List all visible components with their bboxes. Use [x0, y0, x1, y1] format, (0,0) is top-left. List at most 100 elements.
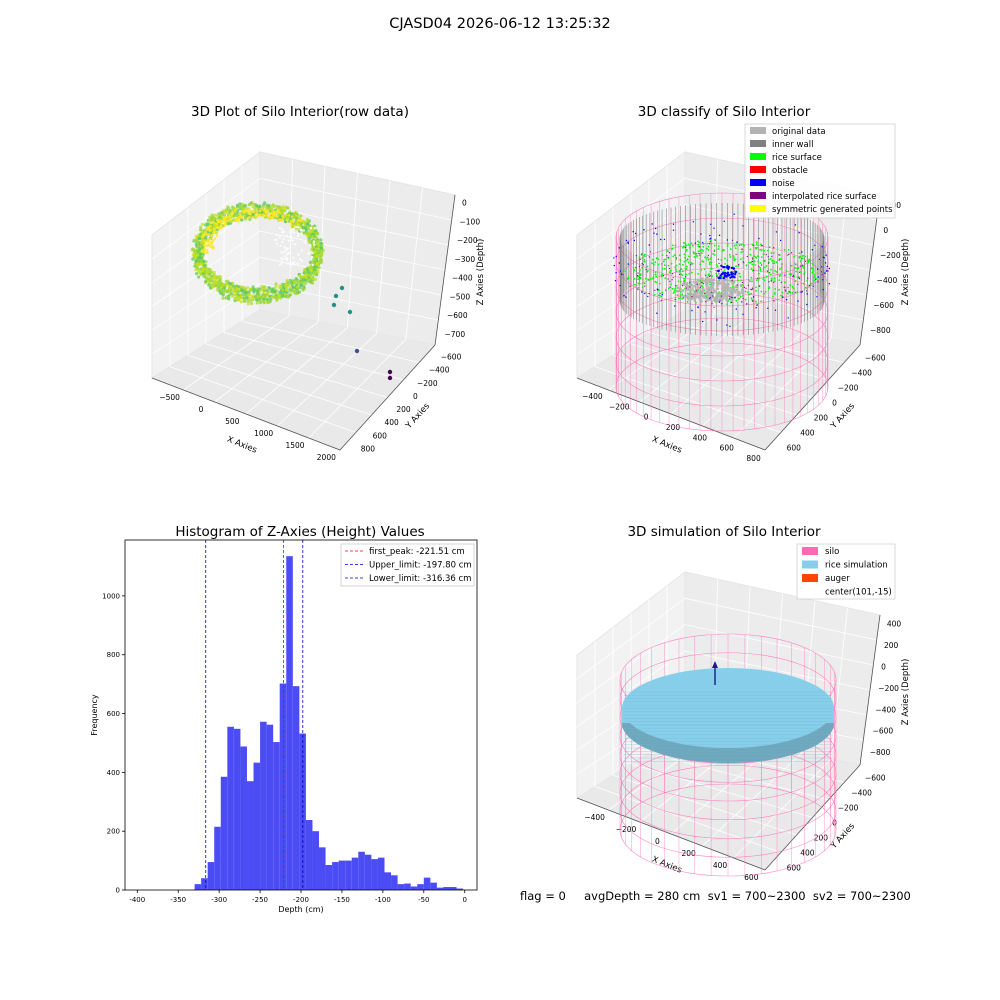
- rice-surface-point: [682, 245, 685, 248]
- rice-surface-point: [682, 263, 684, 266]
- histogram-bar: [358, 851, 365, 890]
- original-data-point: [723, 290, 727, 294]
- raw-data-point: [203, 269, 207, 273]
- raw-data-point: [255, 298, 259, 302]
- interpolated-point: [711, 303, 713, 305]
- rice-surface-point: [689, 246, 691, 249]
- x-tick-label: 200: [666, 423, 681, 432]
- rice-surface-point: [778, 258, 781, 260]
- noise-point: [627, 241, 629, 243]
- interpolated-point: [729, 298, 731, 300]
- subplot-4-title: 3D simulation of Silo Interior: [627, 524, 821, 540]
- raw-data-point: [281, 294, 285, 298]
- rice-surface-point: [732, 255, 735, 257]
- z-axis-line: [859, 194, 881, 346]
- rice-surface-point: [761, 249, 763, 251]
- interpolated-point: [716, 275, 718, 277]
- rice-surface-point: [791, 292, 794, 294]
- noise-point: [801, 251, 803, 253]
- grid-line: [830, 607, 848, 760]
- noise-point: [824, 272, 826, 274]
- original-data-point: [692, 296, 696, 300]
- raw-data-point: [243, 210, 246, 214]
- raw-data-point: [313, 250, 317, 254]
- rice-surface-point: [742, 243, 745, 245]
- rice-surface-point: [810, 282, 813, 285]
- y-tick-label: −200: [838, 384, 859, 393]
- raw-data-point: [232, 288, 236, 292]
- raw-data-point: [282, 250, 286, 254]
- raw-data-point: [295, 221, 299, 225]
- interpolated-point: [704, 292, 706, 294]
- rice-surface-point: [638, 256, 641, 259]
- rice-surface-point: [797, 267, 800, 270]
- z-tick-label: −200: [880, 251, 901, 260]
- raw-data-point: [276, 208, 280, 212]
- noise-point: [723, 273, 726, 276]
- raw-data-point: [263, 214, 267, 218]
- raw-data-point: [280, 251, 283, 254]
- original-data-point: [696, 284, 699, 288]
- interpolated-point: [714, 239, 716, 241]
- noise-point: [709, 297, 711, 299]
- rice-surface-point: [675, 258, 678, 260]
- noise-point: [755, 307, 757, 309]
- original-data-point: [694, 282, 698, 285]
- rice-surface-point: [739, 296, 742, 298]
- rice-surface-point: [773, 293, 776, 295]
- interpolated-point: [699, 286, 702, 288]
- rice-surface-point: [750, 276, 753, 279]
- rice-surface-point: [639, 274, 642, 277]
- noise-point: [713, 227, 715, 229]
- rice-surface-point: [741, 294, 744, 297]
- raw-data-point: [216, 214, 220, 218]
- raw-data-point: [319, 238, 323, 242]
- rice-surface-point: [706, 276, 709, 279]
- raw-data-point: [311, 251, 314, 255]
- x-tick-label: 0: [655, 837, 660, 846]
- raw-data-point: [302, 277, 306, 282]
- rice-surface-point: [633, 269, 636, 272]
- raw-data-point: [299, 258, 302, 261]
- rice-surface-point: [711, 275, 713, 277]
- raw-data-point: [310, 256, 314, 259]
- rice-surface-point: [624, 270, 626, 273]
- noise-point: [625, 296, 627, 298]
- noise-point: [779, 239, 782, 242]
- x-axis-label: X Axies: [650, 435, 683, 456]
- raw-data-point: [316, 232, 320, 236]
- interpolated-point: [698, 252, 700, 255]
- rice-surface-point: [751, 280, 753, 283]
- rice-surface-point: [674, 244, 677, 247]
- rice-surface-point: [773, 260, 775, 262]
- raw-data-point: [236, 298, 240, 302]
- rice-surface-point: [657, 294, 660, 297]
- raw-data-point: [212, 228, 216, 231]
- interpolated-point: [709, 243, 711, 245]
- raw-data-point: [297, 253, 300, 256]
- raw-data-point: [279, 296, 283, 300]
- rice-surface-point: [759, 262, 762, 264]
- interpolated-point: [702, 283, 704, 285]
- y-tick-label: 0: [413, 392, 418, 401]
- rice-surface-point: [661, 254, 664, 256]
- rice-surface-point: [794, 267, 797, 269]
- raw-data-point: [278, 226, 281, 230]
- rice-surface-point: [744, 298, 747, 301]
- rice-surface-point: [720, 259, 723, 261]
- rice-surface-point: [700, 248, 703, 251]
- original-data-point: [714, 290, 717, 293]
- interpolated-point: [752, 244, 754, 246]
- raw-data-outlier: [331, 302, 337, 308]
- original-data-point: [691, 288, 695, 292]
- rice-surface-point: [693, 252, 695, 255]
- interpolated-point: [800, 265, 802, 267]
- rice-surface-point: [799, 271, 802, 273]
- raw-data-point: [285, 206, 289, 210]
- interpolated-point: [736, 284, 738, 286]
- original-data-point: [703, 294, 706, 298]
- raw-data-point: [286, 262, 290, 265]
- original-data-point: [736, 289, 739, 292]
- raw-data-point: [249, 287, 253, 291]
- interpolated-point: [715, 269, 717, 272]
